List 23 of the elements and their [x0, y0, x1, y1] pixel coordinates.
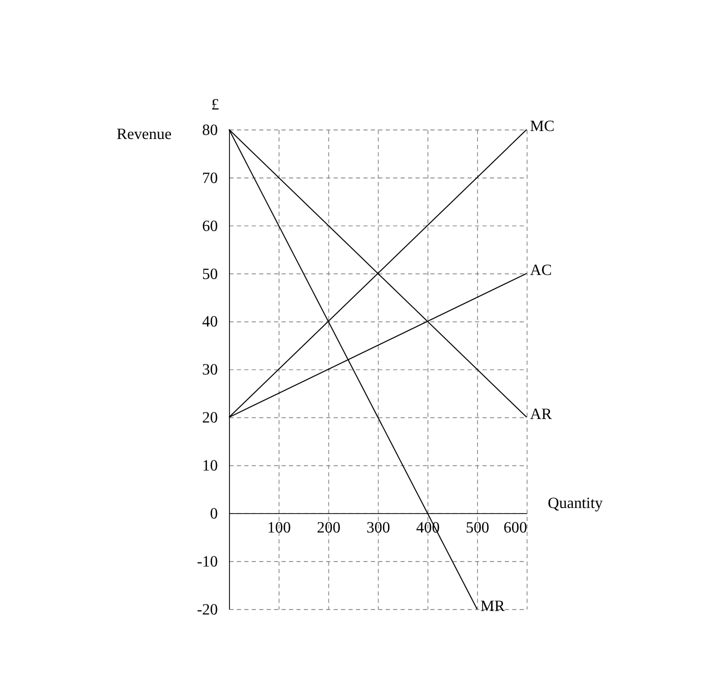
- y-tick-label: 50: [202, 266, 218, 283]
- x-tick-label: 300: [366, 520, 390, 537]
- y-tick-label: 60: [202, 218, 218, 235]
- y-axis-title: Revenue: [116, 126, 172, 144]
- y-tick-label: -20: [196, 601, 218, 618]
- y-tick-label: 0: [210, 506, 218, 523]
- y-tick-label: 30: [202, 362, 218, 379]
- y-tick-label: 20: [202, 410, 218, 427]
- series-label: MC: [530, 118, 554, 136]
- y-tick-label: 40: [202, 314, 218, 331]
- x-tick-label: 500: [466, 520, 490, 537]
- y-tick-label: 70: [202, 170, 218, 187]
- series-label: MR: [480, 598, 506, 615]
- y-tick-label: 80: [202, 122, 218, 139]
- text: £: [211, 96, 220, 114]
- x-tick-label: 600: [504, 520, 528, 537]
- x-tick-label: 100: [267, 520, 291, 537]
- x-axis-title: Quantity: [548, 494, 603, 512]
- y-tick-label: -10: [196, 554, 218, 571]
- series-label: AC: [530, 262, 552, 280]
- x-tick-label: 200: [316, 520, 341, 537]
- y-tick-label: 10: [202, 458, 218, 475]
- series-label: AR: [530, 406, 552, 423]
